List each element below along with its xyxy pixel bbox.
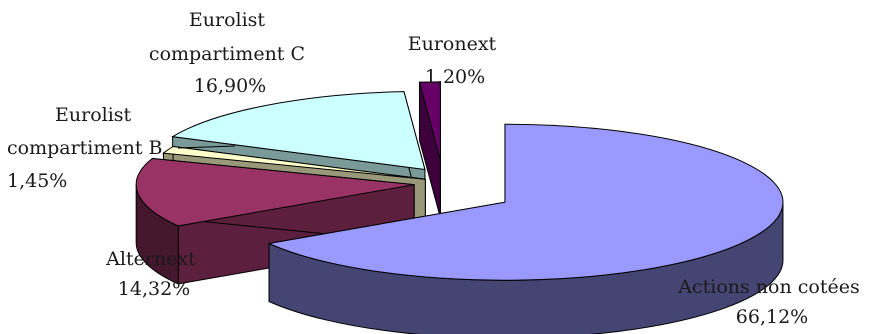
slice-alternext — [135, 157, 415, 227]
label-eurolist-c: Eurolist compartiment C 16,90% — [149, 9, 311, 97]
slice-eurolist-compartiment-c — [171, 91, 426, 171]
label-alternext: Alternext 14,32% — [105, 248, 202, 300]
slice-euronext — [418, 81, 441, 161]
label-eurolist-b: Eurolist compartiment B 1,45% — [7, 104, 169, 192]
label-euronext: Euronext 1,20% — [408, 33, 503, 88]
leader-line-eurolist-b — [177, 145, 236, 149]
label-actions-non-cotees: Actions non cotées 66,12% — [677, 276, 866, 328]
slice-eurolist-compartiment-b — [162, 145, 426, 180]
slice-actions-non-cotees — [267, 123, 784, 281]
pie-tops — [135, 81, 784, 281]
